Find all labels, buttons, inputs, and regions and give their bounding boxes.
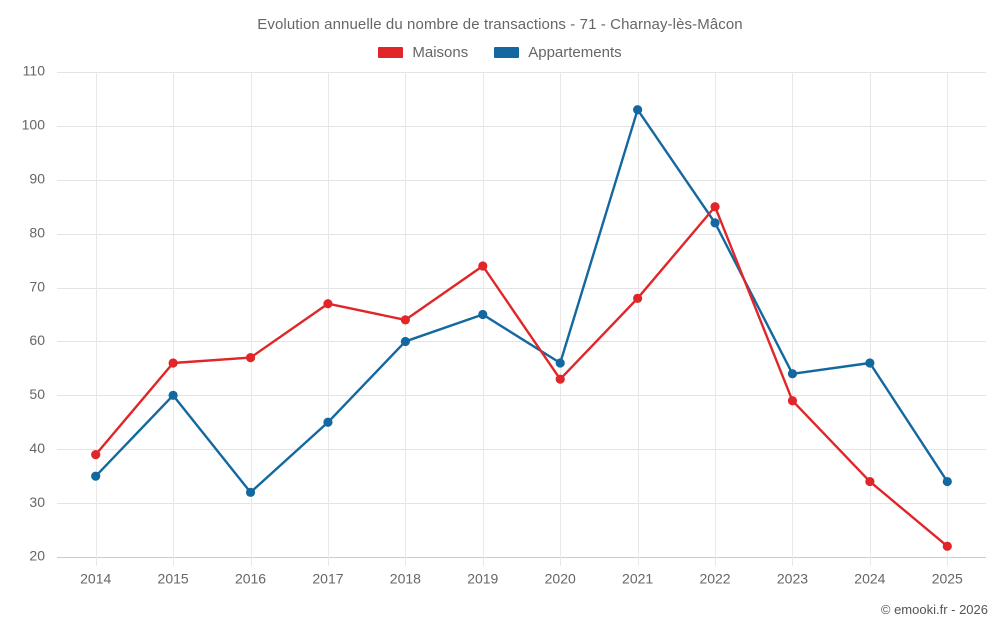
datapoint-maisons-2025[interactable] [942, 541, 952, 551]
y-axis-tick-60: 60 [29, 332, 45, 348]
chart-legend: Maisons Appartements [0, 44, 1000, 61]
datapoint-maisons-2023[interactable] [787, 396, 798, 406]
y-axis-tick-20: 20 [29, 548, 45, 564]
datapoint-appartements-2017[interactable] [323, 417, 333, 427]
datapoint-appartements-2018[interactable] [400, 336, 410, 347]
datapoint-appartements-2016[interactable] [245, 487, 256, 497]
datapoint-maisons-2020[interactable] [555, 374, 565, 384]
datapoint-maisons-2022[interactable] [710, 202, 720, 212]
datapoint-maisons-2014[interactable] [91, 450, 101, 460]
copyright-credit: © emooki.fr - 2026 [880, 602, 988, 617]
legend-swatch-maisons [378, 47, 404, 58]
datapoint-appartements-2019[interactable] [478, 309, 488, 320]
x-axis-tick-2023: 2023 [777, 570, 808, 586]
datapoint-appartements-2015[interactable] [168, 390, 178, 400]
datapoint-maisons-2018[interactable] [400, 315, 410, 325]
y-axis-tick-100: 100 [22, 117, 46, 133]
x-axis-tick-2015: 2015 [158, 570, 189, 586]
y-axis-tick-30: 30 [29, 494, 45, 510]
legend-label-appartements: Appartements [528, 44, 622, 61]
y-axis-tick-90: 90 [29, 170, 45, 186]
datapoint-appartements-2022[interactable] [710, 218, 720, 228]
datapoint-maisons-2021[interactable] [633, 293, 643, 303]
legend-swatch-appartements [494, 47, 520, 58]
x-axis-tick-2020: 2020 [545, 570, 576, 586]
x-axis-tick-2024: 2024 [854, 570, 885, 586]
legend-label-maisons: Maisons [412, 44, 469, 61]
x-axis-tick-2017: 2017 [312, 570, 343, 586]
legend-item-appartements[interactable]: Appartements [494, 44, 622, 61]
y-axis-tick-80: 80 [29, 224, 45, 240]
series-line-appartements [94, 108, 949, 494]
legend-item-maisons[interactable]: Maisons [378, 44, 468, 61]
x-axis-tick-2019: 2019 [467, 570, 498, 586]
x-axis-tick-2014: 2014 [80, 570, 111, 586]
x-axis-tick-2025: 2025 [932, 570, 963, 586]
y-axis-tick-110: 110 [23, 63, 46, 79]
y-axis-tick-70: 70 [29, 278, 45, 294]
datapoint-appartements-2024[interactable] [865, 358, 875, 368]
datapoint-maisons-2024[interactable] [865, 476, 875, 487]
y-axis-tick-50: 50 [29, 386, 45, 402]
datapoint-appartements-2020[interactable] [555, 358, 565, 368]
datapoint-appartements-2021[interactable] [633, 105, 643, 115]
y-axis-tick-40: 40 [29, 440, 45, 456]
datapoint-appartements-2014[interactable] [91, 471, 101, 481]
x-axis-tick-2021: 2021 [622, 570, 653, 586]
datapoint-maisons-2019[interactable] [478, 261, 488, 271]
datapoint-maisons-2015[interactable] [168, 358, 178, 368]
datapoint-maisons-2016[interactable] [245, 353, 256, 363]
datapoint-appartements-2023[interactable] [787, 369, 798, 379]
x-axis-tick-2018: 2018 [390, 570, 421, 586]
datapoint-appartements-2025[interactable] [942, 476, 952, 487]
x-axis-tick-2016: 2016 [235, 570, 266, 586]
x-axis-tick-2022: 2022 [699, 570, 730, 586]
datapoint-maisons-2017[interactable] [323, 299, 333, 309]
series-line-maisons [94, 205, 949, 548]
chart-title: Evolution annuelle du nombre de transact… [257, 16, 743, 33]
